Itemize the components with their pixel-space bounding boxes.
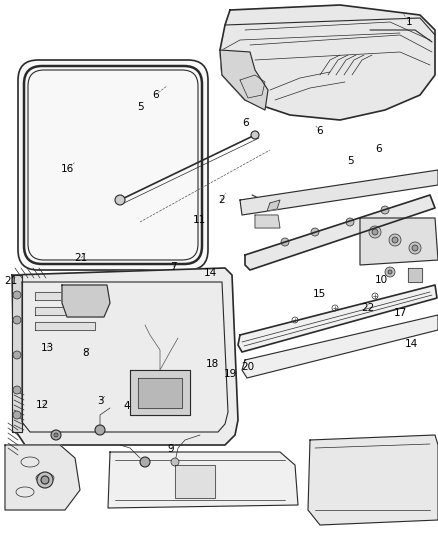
Circle shape	[346, 218, 354, 226]
Polygon shape	[108, 452, 298, 508]
Circle shape	[412, 245, 418, 251]
Polygon shape	[130, 370, 190, 415]
Polygon shape	[240, 170, 438, 215]
Polygon shape	[138, 378, 182, 408]
Polygon shape	[360, 218, 438, 265]
Text: 22: 22	[361, 303, 374, 313]
Text: 7: 7	[170, 262, 177, 271]
Circle shape	[37, 472, 53, 488]
Circle shape	[381, 206, 389, 214]
Text: 5: 5	[347, 156, 354, 166]
Text: 19: 19	[223, 369, 237, 379]
Text: 12: 12	[36, 400, 49, 410]
Circle shape	[388, 270, 392, 274]
Circle shape	[392, 237, 398, 243]
Text: 13: 13	[41, 343, 54, 352]
Circle shape	[372, 229, 378, 235]
Text: 6: 6	[316, 126, 323, 135]
Polygon shape	[12, 268, 238, 445]
Polygon shape	[238, 285, 437, 352]
Text: 14: 14	[405, 339, 418, 349]
Circle shape	[95, 425, 105, 435]
Polygon shape	[242, 315, 438, 378]
Text: 6: 6	[152, 90, 159, 100]
Circle shape	[13, 386, 21, 394]
Text: 5: 5	[137, 102, 144, 111]
Circle shape	[251, 131, 259, 139]
Polygon shape	[5, 445, 80, 510]
Text: 18: 18	[206, 359, 219, 368]
Text: 1: 1	[406, 18, 413, 27]
Text: 14: 14	[204, 268, 217, 278]
Circle shape	[51, 430, 61, 440]
Circle shape	[385, 267, 395, 277]
Circle shape	[311, 228, 319, 236]
Text: 16: 16	[61, 164, 74, 174]
Polygon shape	[308, 435, 438, 525]
Text: 8: 8	[82, 348, 89, 358]
Text: 11: 11	[193, 215, 206, 224]
Circle shape	[171, 458, 179, 466]
Circle shape	[13, 351, 21, 359]
Circle shape	[115, 195, 125, 205]
Polygon shape	[175, 465, 215, 498]
Circle shape	[54, 433, 58, 437]
Circle shape	[281, 238, 289, 246]
Polygon shape	[408, 268, 422, 282]
Polygon shape	[35, 322, 95, 330]
Polygon shape	[220, 5, 435, 120]
Circle shape	[409, 242, 421, 254]
Polygon shape	[245, 195, 435, 270]
Text: 4: 4	[124, 401, 131, 411]
Text: 10: 10	[374, 275, 388, 285]
Circle shape	[13, 411, 21, 419]
Polygon shape	[12, 275, 22, 432]
Text: 9: 9	[167, 444, 174, 454]
Polygon shape	[220, 50, 268, 110]
Circle shape	[41, 476, 49, 484]
Text: 6: 6	[242, 118, 249, 127]
Polygon shape	[35, 292, 95, 300]
Text: 3: 3	[97, 396, 104, 406]
Circle shape	[13, 291, 21, 299]
FancyBboxPatch shape	[18, 60, 208, 270]
Circle shape	[13, 316, 21, 324]
Polygon shape	[267, 200, 280, 211]
Text: 17: 17	[394, 308, 407, 318]
Text: 20: 20	[241, 362, 254, 372]
Text: 21: 21	[4, 277, 18, 286]
Circle shape	[389, 234, 401, 246]
Polygon shape	[255, 215, 280, 228]
Text: 21: 21	[74, 253, 88, 263]
Polygon shape	[62, 285, 110, 317]
Text: 6: 6	[375, 144, 382, 154]
Text: 2: 2	[218, 195, 225, 205]
Polygon shape	[35, 307, 95, 315]
Text: 15: 15	[313, 289, 326, 299]
Circle shape	[140, 457, 150, 467]
Circle shape	[369, 226, 381, 238]
